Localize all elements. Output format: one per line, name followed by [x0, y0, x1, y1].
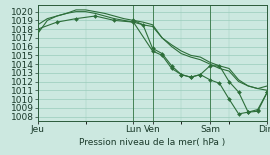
X-axis label: Pression niveau de la mer( hPa ): Pression niveau de la mer( hPa ) [79, 138, 226, 147]
